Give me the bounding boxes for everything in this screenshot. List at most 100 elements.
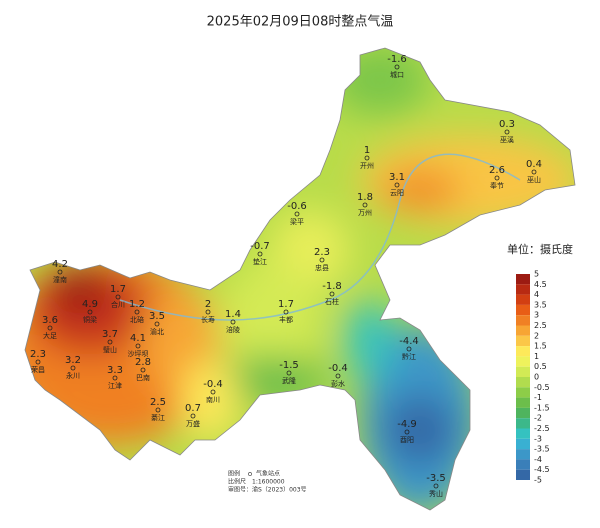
station-name: 铜梁: [83, 315, 97, 324]
station-name: 石柱: [325, 297, 339, 306]
station-dot: [57, 269, 63, 275]
station-dot: [362, 202, 368, 208]
station-value: -4.4: [399, 336, 419, 347]
notes: 图例 气象站点 比例尺 1:1600000 审图号：渝S（2023）003号: [228, 470, 307, 494]
legend-swatch: [516, 274, 530, 285]
station-value: 4.1: [130, 333, 146, 344]
legend-swatch: [516, 356, 530, 367]
station-dot: [115, 294, 121, 300]
legend-tick-label: 5: [534, 270, 539, 279]
legend-tick-label: -3: [534, 434, 542, 443]
station-name: 璧山: [103, 345, 117, 354]
legend-swatch: [516, 397, 530, 408]
station-dot: [404, 429, 410, 435]
station-dot: [257, 251, 263, 257]
station-name: 渝北: [150, 327, 164, 336]
legend-swatch: [516, 387, 530, 398]
station-name: 巫溪: [500, 135, 514, 144]
station-dot: [155, 407, 161, 413]
legend-swatch: [516, 284, 530, 295]
station-dot: [70, 365, 76, 371]
station-name: 奉节: [490, 181, 504, 190]
station-dot: [112, 375, 118, 381]
legend-swatch: [516, 335, 530, 347]
station-value: -1.5: [279, 360, 299, 371]
station-name: 开州: [360, 162, 374, 170]
station-value: 1.7: [278, 299, 294, 310]
station-value: 2.5: [150, 397, 166, 408]
station-value: 3.7: [102, 329, 118, 340]
station-value: -0.6: [287, 201, 307, 212]
legend-swatch: [516, 366, 530, 377]
station-name: 江津: [108, 382, 122, 390]
station-name: 武隆: [282, 376, 296, 385]
legend-swatch: [516, 438, 530, 450]
station-value: 0.7: [185, 403, 201, 414]
station-dot: [335, 373, 341, 379]
legend-tick-label: 2.5: [534, 321, 547, 330]
legend-tick-label: -1: [534, 393, 542, 402]
legend-tick-label: 3: [534, 311, 539, 320]
legend-swatch: [516, 325, 530, 336]
station-dot: [406, 346, 412, 352]
station-dot: [394, 64, 400, 70]
stations: -1.6 城口 1 开州 0.3 巫溪 0.4 巫山 3.1 云阳 2.6 奉节 1.8 万州 -0.6 梁平…: [30, 54, 542, 498]
station-value: -0.7: [250, 241, 270, 252]
station-value: 2: [205, 299, 211, 310]
station-dot: [87, 309, 93, 315]
legend-tick-label: 0: [534, 373, 539, 382]
station-value: -0.4: [328, 363, 348, 374]
station-value: 1.2: [129, 299, 145, 310]
station-dot: [283, 309, 289, 315]
legend-swatch: [516, 377, 530, 388]
station-value: 2.3: [314, 247, 330, 258]
legend-tick-label: -0.5: [534, 383, 550, 392]
station-name: 荣昌: [31, 365, 45, 374]
station-value: -0.4: [203, 379, 223, 390]
station-dot: [504, 129, 510, 135]
station-value: 2.3: [30, 349, 46, 360]
station-name: 沙坪坝: [128, 349, 149, 358]
legend-tick-label: 1.5: [534, 342, 547, 351]
station-dot: [154, 321, 160, 327]
legend-tick-label: 1: [534, 352, 539, 361]
scale: 1:1600000: [252, 479, 285, 486]
legend-swatch: [516, 459, 530, 470]
station-name: 垫江: [253, 257, 267, 266]
station-name: 万盛: [186, 419, 200, 428]
station-value: 4.9: [82, 299, 98, 310]
station-dot: [135, 343, 141, 349]
station-dot: [107, 339, 113, 345]
scale-label: 比例尺: [228, 478, 246, 486]
legend-swatch: [516, 469, 530, 480]
station-value: 3.2: [65, 355, 81, 366]
station-value: 1.7: [110, 284, 126, 295]
station-name: 万州: [358, 209, 372, 217]
station-dot: [364, 155, 370, 161]
station-dot: [35, 359, 41, 365]
station-name: 梁平: [290, 217, 304, 226]
station-dot: [294, 211, 300, 217]
station-name: 黔江: [402, 352, 416, 361]
station-dot: [286, 370, 292, 376]
legend-swatch: [516, 449, 530, 460]
station-value: 3.1: [389, 172, 405, 183]
station-name: 巫山: [527, 175, 541, 184]
legend-tick-label: -4.5: [534, 465, 550, 474]
station-name: 南川: [206, 395, 220, 404]
station-dot: [134, 309, 140, 315]
legend-tick-label: 4.5: [534, 280, 547, 289]
station-name: 大足: [43, 331, 57, 340]
station-name: 秀山: [429, 489, 443, 498]
station-dot: [494, 175, 500, 181]
station-value: 2.6: [489, 165, 505, 176]
station-value: 0.4: [526, 159, 542, 170]
legend-swatch: [516, 418, 530, 429]
approval: 审图号：渝S（2023）003号: [228, 486, 307, 494]
legend-tick-label: 3.5: [534, 300, 547, 309]
station-value: 2.8: [135, 357, 151, 368]
station-dot: [433, 483, 439, 489]
station-name: 酉阳: [400, 435, 414, 444]
